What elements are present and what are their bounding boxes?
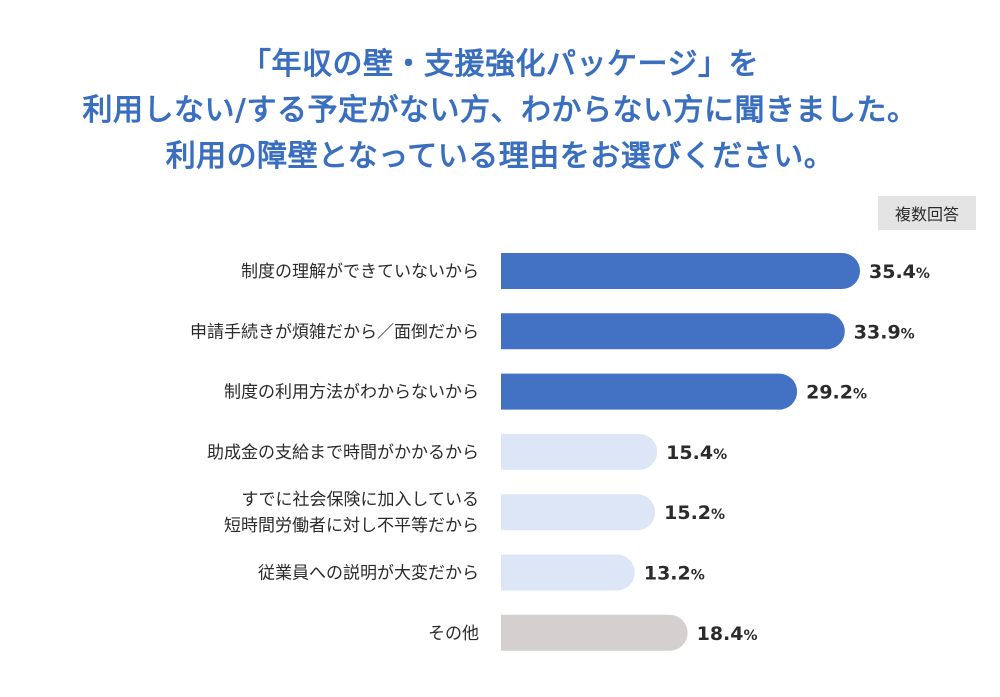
bar	[501, 554, 635, 591]
category-label: 制度の利用方法がわからないから	[224, 383, 479, 403]
category-label: 従業員への説明が大変だから	[258, 564, 479, 584]
category-label: 制度の理解ができていないから	[241, 262, 479, 282]
category-label: すでに社会保険に加入している	[241, 490, 479, 510]
bar	[501, 433, 658, 470]
value-label: 35.4%	[869, 261, 930, 283]
value-label: 18.4%	[697, 623, 758, 645]
value-label: 15.4%	[666, 442, 727, 464]
category-label: 短時間労働者に対し不平等だから	[224, 516, 479, 536]
bar	[501, 313, 845, 350]
title-line-2: 利用しない/する予定がない方、わからない方に聞きました。	[82, 93, 918, 128]
category-label: 助成金の支給まで時間がかかるから	[207, 443, 479, 463]
value-label: 29.2%	[806, 382, 867, 404]
value-label: 15.2%	[664, 502, 725, 524]
bar	[501, 614, 688, 651]
multiple-answer-badge: 複数回答	[878, 196, 976, 230]
bar	[501, 494, 656, 531]
value-label: 33.9%	[854, 321, 915, 343]
bar	[501, 253, 860, 289]
chart-title: 「年収の壁・支援強化パッケージ」を 利用しない/する予定がない方、わからない方に…	[0, 42, 1000, 180]
title-line-3: 利用の障壁となっている理由をお選びください。	[165, 139, 835, 174]
title-line-1: 「年収の壁・支援強化パッケージ」を	[241, 47, 759, 82]
category-label: その他	[428, 624, 479, 644]
value-label: 13.2%	[644, 563, 705, 585]
category-label: 申請手続きが煩雑だから／面倒だから	[190, 322, 479, 342]
bar	[501, 373, 798, 410]
